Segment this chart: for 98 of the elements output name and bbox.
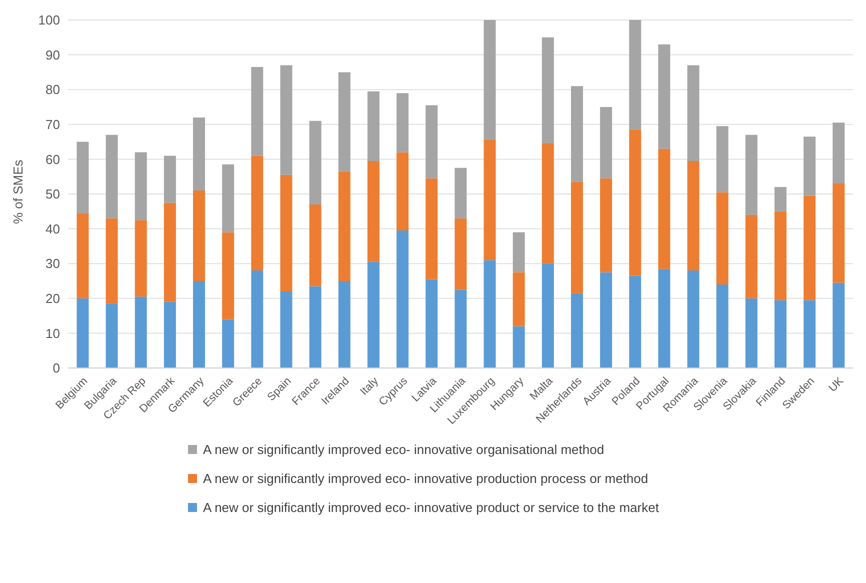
bar — [658, 148, 670, 269]
bar — [774, 300, 786, 368]
bar — [832, 122, 845, 184]
x-tick-label: UK — [826, 374, 847, 394]
bar — [804, 196, 816, 300]
bar — [542, 264, 554, 368]
bar — [396, 230, 409, 368]
bar — [484, 140, 496, 260]
bar — [106, 134, 118, 218]
y-tick-label: 90 — [46, 47, 60, 62]
bar — [687, 270, 700, 368]
bar — [280, 174, 292, 292]
bar — [164, 202, 176, 302]
bar — [658, 44, 670, 149]
y-tick-label: 0 — [52, 360, 60, 376]
bar — [338, 281, 350, 368]
bar — [774, 187, 786, 212]
bar — [280, 65, 292, 175]
legend-label: A new or significantly improved eco- innovative production process or method — [203, 471, 648, 486]
bar — [280, 291, 292, 368]
bar — [745, 214, 758, 298]
bar — [687, 65, 700, 161]
bar — [134, 152, 147, 220]
bar — [512, 326, 525, 368]
bar — [570, 182, 583, 294]
bar — [454, 290, 467, 368]
bar — [745, 134, 758, 215]
legend-label: A new or significantly improved eco- innovative product or service to the market — [203, 500, 659, 515]
bar — [134, 220, 147, 297]
bar — [367, 262, 380, 368]
bar — [570, 293, 583, 368]
bar — [745, 298, 758, 368]
bar — [454, 218, 467, 290]
bar — [251, 270, 264, 368]
bar — [106, 304, 118, 368]
bar — [600, 178, 612, 272]
bar — [134, 296, 147, 368]
bar — [106, 218, 118, 304]
bar — [804, 300, 816, 368]
bar — [600, 272, 612, 368]
bar — [251, 66, 264, 156]
y-tick-label: 20 — [46, 291, 60, 306]
bar — [629, 130, 642, 276]
bar — [542, 37, 554, 144]
bar — [222, 232, 234, 320]
bar — [512, 272, 525, 326]
bar — [716, 126, 728, 192]
bar — [396, 152, 409, 231]
y-tick-label: 60 — [46, 152, 60, 167]
bar — [367, 160, 380, 262]
bar — [251, 156, 264, 271]
bar — [512, 232, 525, 272]
bar — [164, 156, 176, 203]
bar — [76, 142, 89, 214]
bar — [309, 204, 322, 286]
y-tick-label: 80 — [46, 82, 60, 98]
bar — [832, 184, 845, 283]
bar — [804, 136, 816, 196]
bar — [76, 298, 89, 368]
legend-label: A new or significantly improved eco- innovative organisational method — [203, 442, 604, 457]
bar — [426, 279, 438, 368]
bar — [629, 20, 642, 130]
y-tick-label: 70 — [46, 117, 60, 132]
bar — [484, 20, 496, 140]
y-tick-label: 40 — [46, 221, 60, 236]
bar — [426, 178, 438, 280]
y-tick-label: 50 — [46, 186, 60, 202]
bar — [76, 213, 89, 298]
bar — [600, 107, 612, 178]
bar — [222, 319, 234, 368]
bar — [193, 190, 206, 281]
y-tick-label: 30 — [46, 256, 60, 272]
y-tick-label: 100 — [38, 12, 60, 28]
bar — [629, 276, 642, 368]
bar — [454, 168, 467, 218]
bar — [309, 286, 322, 368]
bar — [309, 120, 322, 204]
bar — [396, 93, 409, 152]
bar — [338, 171, 350, 281]
bar — [367, 91, 380, 161]
bar — [193, 281, 206, 368]
bar — [658, 268, 670, 368]
bar — [774, 211, 786, 300]
y-axis-title: % of SMEs — [10, 159, 26, 224]
x-tick-label: Italy — [358, 374, 382, 398]
y-tick-label: 10 — [46, 326, 60, 341]
bar — [570, 86, 583, 182]
bar — [193, 117, 206, 191]
bar — [164, 302, 176, 368]
bar — [716, 284, 728, 368]
bar — [426, 105, 438, 178]
bar — [832, 282, 845, 368]
bar — [542, 144, 554, 264]
bar — [687, 160, 700, 271]
bar — [484, 260, 496, 368]
bar — [716, 192, 728, 284]
bar — [222, 164, 234, 232]
bar — [338, 72, 350, 172]
